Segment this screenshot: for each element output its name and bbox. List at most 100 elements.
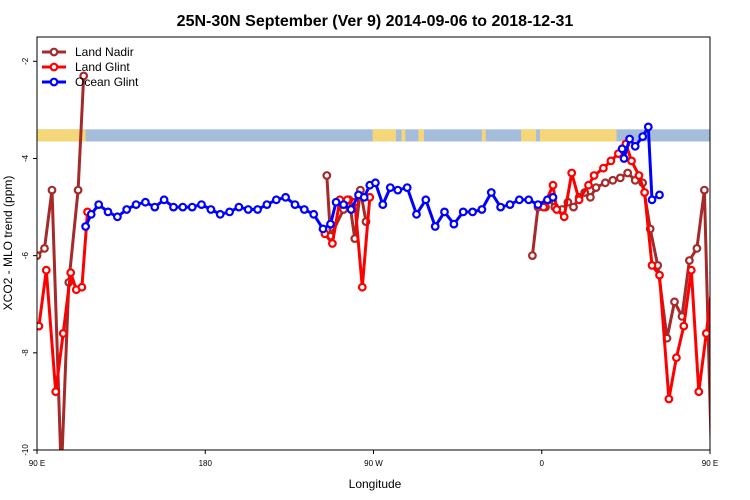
data-point-land-nadir (724, 187, 731, 194)
data-point-land-glint (77, 282, 87, 292)
data-point-land-glint (599, 163, 608, 173)
series-line-land-glint (542, 142, 710, 401)
data-point-ocean-glint (725, 209, 732, 216)
data-point-ocean-glint (643, 122, 653, 132)
land-band (372, 129, 396, 142)
data-point-ocean-glint (326, 219, 335, 229)
data-point-ocean-glint (630, 141, 640, 151)
data-point-ocean-glint (131, 200, 141, 210)
data-point-land-glint (584, 180, 593, 190)
data-point-ocean-glint (359, 192, 369, 202)
x-tick-label: 90 E (29, 459, 45, 468)
data-point-land-nadir (322, 171, 332, 180)
data-point-ocean-glint (430, 222, 440, 231)
data-point-land-nadir (670, 297, 679, 307)
data-point-land-nadir (709, 471, 716, 478)
data-point-ocean-glint (514, 195, 524, 205)
data-point-ocean-glint (505, 200, 515, 210)
data-point-land-glint (647, 261, 657, 270)
y-axis-label: XCO2 - MLO trend (ppm) (1, 176, 15, 311)
y-tick-label: -6 (21, 252, 30, 260)
data-point-land-nadir (528, 251, 537, 261)
x-tick-label: 180 (199, 459, 213, 468)
legend-item-land-nadir: Land Nadir (42, 45, 134, 59)
x-tick-label: 90 W (364, 459, 383, 468)
data-point-ocean-glint (299, 205, 309, 214)
data-point-ocean-glint (94, 200, 104, 210)
data-point-land-nadir (700, 185, 709, 195)
data-point-land-nadir (731, 73, 738, 80)
legend-label: Land Glint (75, 60, 130, 74)
data-point-land-nadir (58, 471, 65, 478)
data-point-ocean-glint (169, 202, 178, 212)
data-point-ocean-glint (449, 219, 459, 229)
legend-swatch-marker (49, 77, 59, 87)
data-point-ocean-glint (81, 222, 90, 231)
data-point-land-glint (51, 387, 61, 397)
data-point-land-nadir (79, 71, 89, 81)
data-point-land-glint (686, 265, 696, 275)
data-point-land-glint (58, 329, 68, 338)
plot-frame (36, 36, 711, 451)
data-point-ocean-glint (385, 183, 395, 193)
data-point-ocean-glint (371, 178, 380, 188)
data-point-ocean-glint (486, 188, 496, 197)
data-point-ocean-glint (402, 183, 412, 193)
legend-label: Land Nadir (75, 45, 134, 59)
data-point-ocean-glint (206, 205, 216, 214)
data-point-ocean-glint (468, 207, 478, 217)
data-point-land-glint (567, 168, 577, 178)
data-point-land-glint (357, 282, 367, 292)
data-point-land-glint (679, 321, 689, 331)
y-tick-label: -8 (21, 349, 30, 357)
data-point-land-glint (66, 268, 76, 278)
data-point-land-glint (746, 214, 750, 221)
data-point-ocean-glint (215, 209, 225, 219)
data-point-ocean-glint (253, 205, 263, 214)
data-point-ocean-glint (496, 202, 506, 212)
data-point-land-glint (574, 195, 584, 205)
data-point-land-glint (37, 321, 44, 331)
data-point-ocean-glint (281, 192, 291, 202)
legend-label: Ocean Glint (75, 75, 139, 89)
data-point-land-glint (694, 387, 704, 397)
data-point-ocean-glint (720, 221, 727, 228)
series-land-glint (37, 139, 750, 404)
data-point-land-glint (709, 270, 710, 276)
data-point-land-glint (664, 394, 674, 404)
data-point-ocean-glint (318, 224, 328, 234)
data-point-land-nadir (615, 173, 625, 183)
data-point-ocean-glint (655, 190, 664, 200)
series-line-ocean-glint (723, 202, 750, 224)
data-point-ocean-glint (197, 200, 206, 210)
data-point-ocean-glint (647, 195, 657, 205)
data-point-land-nadir (569, 202, 578, 212)
land-band (481, 129, 486, 142)
data-point-land-nadir (746, 199, 750, 206)
land-band (37, 129, 86, 142)
data-point-land-nadir (692, 243, 702, 253)
data-point-ocean-glint (638, 132, 648, 142)
data-point-land-glint (606, 156, 616, 166)
y-tick-label: -10 (21, 444, 30, 456)
data-point-land-glint (634, 171, 644, 180)
data-point-land-nadir (586, 192, 595, 202)
data-point-ocean-glint (103, 207, 113, 217)
data-point-ocean-glint (159, 195, 169, 205)
data-point-land-glint (627, 156, 636, 166)
data-point-ocean-glint (122, 205, 132, 214)
data-point-land-nadir (40, 243, 49, 253)
data-point-land-nadir (608, 175, 618, 185)
data-point-land-nadir (73, 185, 83, 195)
data-point-ocean-glint (262, 200, 272, 210)
data-point-land-glint (589, 171, 599, 180)
data-point-ocean-glint (412, 209, 421, 219)
data-point-ocean-glint (150, 202, 160, 212)
data-point-land-glint (724, 284, 731, 291)
data-point-land-glint (740, 209, 747, 216)
data-point-land-nadir (591, 183, 601, 193)
data-point-land-glint (552, 205, 562, 214)
data-point-ocean-glint (625, 134, 634, 144)
